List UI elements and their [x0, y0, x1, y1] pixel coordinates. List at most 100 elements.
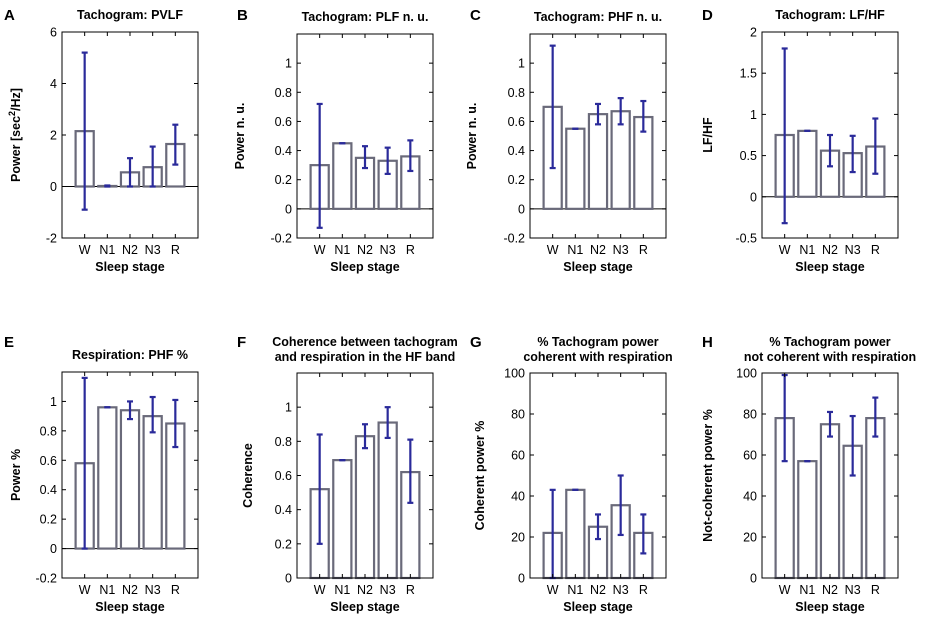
error-bar-n3 — [617, 474, 624, 537]
ytick-label: 0.2 — [275, 537, 292, 551]
ytick-label: 0.4 — [40, 483, 57, 497]
x-axis-label: Sleep stage — [95, 600, 165, 614]
chart-title: Coherence between tachogram — [272, 335, 457, 349]
xtick-label: N2 — [590, 583, 606, 597]
xtick-label: W — [547, 583, 559, 597]
y-axis-label: Power n. u. — [465, 103, 479, 170]
error-bar-r — [872, 117, 879, 175]
ytick-label: 0 — [285, 572, 292, 586]
axes-box — [296, 33, 434, 239]
ytick-label: 1 — [285, 57, 292, 71]
xtick-label: N1 — [334, 583, 350, 597]
error-bar-w — [316, 102, 323, 229]
error-bar-n2 — [127, 400, 133, 421]
error-bar-r — [407, 438, 414, 504]
y-axis-label: Power n. u. — [233, 103, 247, 170]
bar-n1 — [797, 129, 818, 198]
xtick-label: N2 — [822, 583, 838, 597]
error-bar-n3 — [384, 406, 391, 440]
y-axis-label: Coherence — [241, 443, 255, 508]
chart-title: Respiration: PHF % — [72, 348, 188, 362]
error-bar-w — [81, 376, 88, 550]
ytick-label: 0.2 — [40, 513, 57, 527]
ytick-label: -0.2 — [35, 572, 57, 586]
error-bar-w — [81, 51, 88, 211]
error-bar-w — [549, 44, 556, 170]
ytick-label: 60 — [743, 449, 757, 463]
ytick-label: 0 — [750, 572, 757, 586]
xtick-label: N1 — [799, 583, 815, 597]
error-bar-n3 — [849, 134, 856, 174]
chart-title: Tachogram: LF/HF — [775, 8, 885, 22]
xtick-label: W — [547, 243, 559, 257]
xtick-label: N1 — [99, 243, 115, 257]
xtick-label: R — [639, 583, 648, 597]
xtick-label: N1 — [99, 583, 115, 597]
error-bar-n3 — [849, 414, 856, 477]
xtick-label: N2 — [357, 583, 373, 597]
error-bar-r — [640, 513, 647, 555]
xtick-label: W — [314, 243, 326, 257]
ytick-label: 0.8 — [275, 86, 292, 100]
x-axis-label: Sleep stage — [795, 260, 865, 274]
panel-letter: F — [237, 334, 246, 351]
panel-letter: C — [470, 7, 481, 24]
xtick-label: N3 — [380, 243, 396, 257]
panel-e: E Respiration: PHF % -0.2 0 0.2 0.4 0.6 0.8 1 W N1… — [4, 334, 199, 614]
ytick-label: 0.5 — [740, 149, 757, 163]
bar-n3 — [377, 421, 398, 580]
error-bar-r — [640, 99, 647, 133]
xtick-label: R — [639, 243, 648, 257]
axes-box — [529, 33, 667, 239]
xtick-label: R — [406, 583, 415, 597]
x-axis-label: Sleep stage — [95, 260, 165, 274]
xtick-label: N2 — [590, 243, 606, 257]
xtick-label: N1 — [334, 243, 350, 257]
bar-n3 — [610, 110, 631, 210]
ytick-label: 0.6 — [508, 115, 525, 129]
error-bar-n1 — [104, 184, 111, 188]
ytick-label: 80 — [743, 408, 757, 422]
ytick-label: 40 — [743, 490, 757, 504]
ytick-label: 100 — [504, 367, 525, 381]
error-bar-n2 — [362, 423, 368, 450]
axes-box — [296, 372, 434, 579]
x-axis-label: Sleep stage — [330, 600, 400, 614]
xtick-label: W — [79, 583, 91, 597]
xtick-label: N1 — [799, 243, 815, 257]
error-bar-n3 — [384, 146, 391, 175]
bar-n1 — [97, 406, 118, 550]
y-axis-label: Coherent power % — [473, 421, 487, 531]
ytick-label: -0.2 — [503, 232, 525, 246]
chart-title: % Tachogram power — [769, 335, 890, 349]
xtick-label: N3 — [845, 583, 861, 597]
error-bar-n2 — [127, 157, 133, 188]
ytick-label: 2 — [750, 26, 757, 40]
xtick-label: N3 — [613, 583, 629, 597]
y-axis-label: Not-coherent power % — [701, 409, 715, 542]
x-axis-label: Sleep stage — [795, 600, 865, 614]
error-bar-w — [781, 47, 788, 225]
ytick-label: -2 — [46, 232, 57, 246]
error-bar-n2 — [595, 102, 601, 126]
ytick-label: 0.6 — [40, 454, 57, 468]
panel-letter: D — [702, 7, 713, 24]
error-bar-n2 — [827, 133, 833, 168]
ytick-label: 20 — [511, 531, 525, 545]
error-bar-r — [172, 398, 179, 449]
xtick-label: R — [406, 243, 415, 257]
bar-n2 — [119, 409, 141, 550]
error-bar-n2 — [362, 145, 368, 170]
xtick-label: W — [779, 583, 791, 597]
xtick-label: R — [871, 243, 880, 257]
ytick-label: 20 — [743, 531, 757, 545]
chart-title: Tachogram: PHF n. u. — [534, 10, 662, 24]
panel-letter: A — [4, 7, 15, 24]
xtick-label: R — [171, 583, 180, 597]
error-bar-n2 — [595, 513, 601, 541]
ytick-label: 40 — [511, 490, 525, 504]
